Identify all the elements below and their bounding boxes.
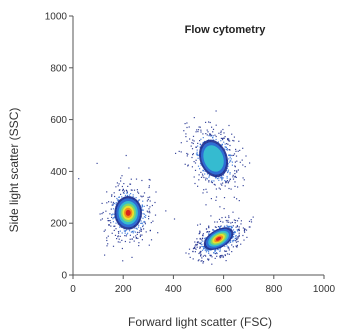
y-tick: 0 — [61, 271, 73, 282]
x-axis-ticks: 0 200 400 600 800 1000 — [70, 275, 336, 295]
x-tick: 200 — [115, 275, 132, 295]
y-axis-label: Side light scatter (SSC) — [7, 108, 21, 233]
density-band — [125, 209, 131, 216]
x-tick: 800 — [265, 275, 283, 295]
y-tick: 400 — [50, 167, 73, 178]
chart-title: Flow cytometry — [185, 24, 267, 36]
x-tick-label: 600 — [215, 284, 232, 295]
density-band — [215, 236, 222, 241]
x-tick-label: 1000 — [313, 284, 336, 295]
x-tick: 0 — [70, 275, 76, 295]
population-cluster — [175, 110, 251, 210]
x-tick: 1000 — [313, 275, 336, 295]
y-axis-ticks: 0 200 400 600 800 1000 — [45, 12, 73, 282]
y-tick: 800 — [50, 63, 73, 74]
x-tick: 400 — [165, 275, 182, 295]
y-tick-label: 200 — [50, 219, 67, 230]
y-tick-label: 0 — [61, 271, 67, 282]
x-tick-label: 400 — [165, 284, 182, 295]
y-tick-label: 800 — [50, 63, 67, 74]
y-tick-label: 400 — [50, 167, 67, 178]
y-tick: 600 — [50, 115, 73, 126]
x-tick-label: 0 — [70, 284, 76, 295]
y-tick: 1000 — [45, 12, 73, 23]
x-tick: 600 — [215, 275, 232, 295]
density-band — [203, 145, 224, 172]
y-tick-label: 600 — [50, 115, 67, 126]
x-tick-label: 200 — [115, 284, 132, 295]
x-tick-label: 800 — [265, 284, 282, 295]
population-cluster — [185, 211, 254, 265]
population-cluster — [78, 154, 176, 262]
y-tick: 200 — [50, 219, 73, 230]
y-tick-label: 1000 — [45, 12, 68, 23]
density-clouds — [78, 110, 254, 265]
x-axis-label: Forward light scatter (FSC) — [128, 315, 272, 329]
